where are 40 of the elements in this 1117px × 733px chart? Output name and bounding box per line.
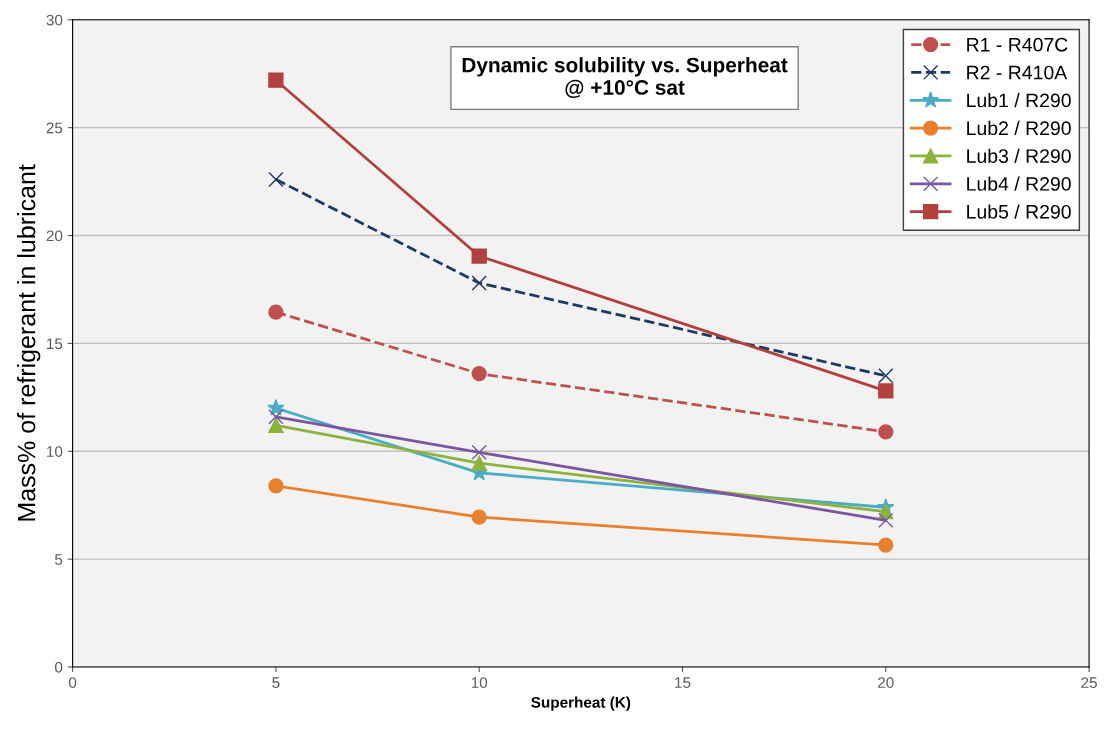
legend-label: R1 - R407C [967,37,1068,52]
point [471,275,487,291]
point [471,444,487,461]
point [471,509,487,525]
point [268,304,284,320]
point [268,72,284,88]
legend-label: Lub5 / R290 [967,204,1071,219]
y-axis-title: Mass% of refrigerant in lubricant [17,164,41,521]
text: Dynamic solubility vs. Superheat @ +10°C sat [462,57,788,98]
x-tick-label: 25 [1081,677,1097,688]
point [268,409,284,425]
x-tick-label: 0 [68,677,77,688]
point [268,417,284,434]
point [471,365,487,382]
x-tick-label: 20 [878,677,894,688]
x-tick-label: 5 [272,677,280,688]
point [268,478,284,494]
point [878,424,894,440]
y-tick-label: 0 [54,661,63,673]
y-tick-label: 5 [55,554,63,565]
y-tick-label: 15 [47,338,63,350]
x-tick-label: 15 [675,677,691,688]
x-axis-title: Superheat (K) [531,696,631,711]
y-tick-label: 10 [47,446,63,457]
point [471,248,487,264]
point [878,537,894,553]
y-tick-label: 20 [46,230,63,242]
y-tick-label: 25 [46,122,63,134]
x-tick-label: 10 [471,677,488,688]
legend-label: Lub2 / R290 [967,120,1071,136]
legend-label: Lub1 / R290 [967,92,1071,108]
y-tick-label: 30 [46,14,63,26]
legend-label: R2 - R410A [967,65,1068,80]
point [471,455,487,471]
legend-label: Lub3 / R290 [967,148,1071,163]
legend-label: Lub4 / R290 [967,176,1071,191]
point [268,171,284,188]
point [878,512,894,528]
point [878,368,894,384]
point [878,383,894,399]
